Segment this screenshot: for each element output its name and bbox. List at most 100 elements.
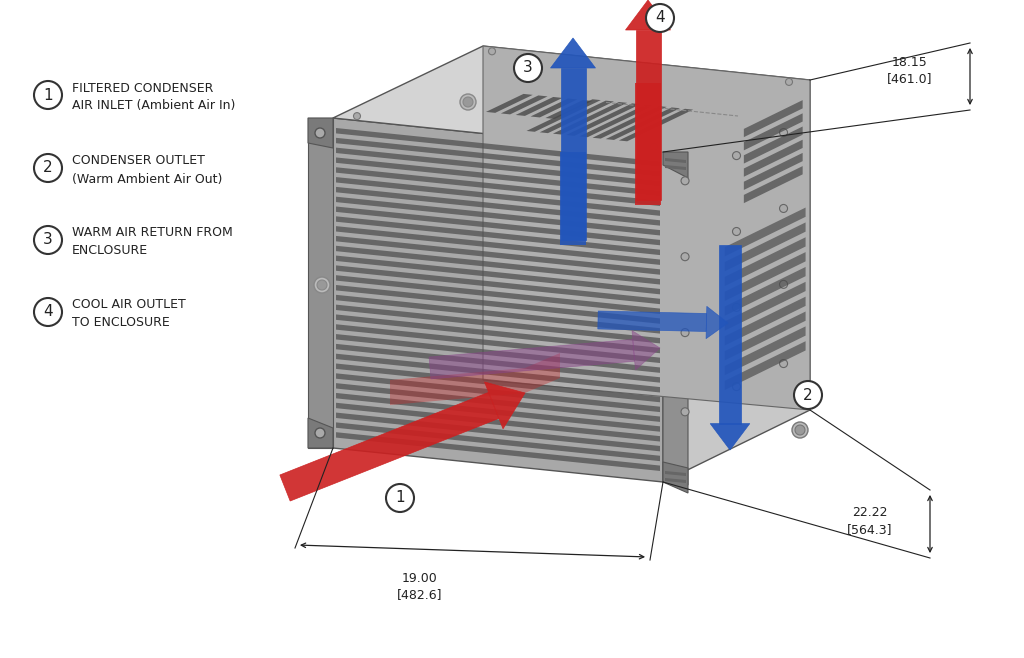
Polygon shape: [743, 126, 803, 164]
Circle shape: [317, 280, 327, 290]
Polygon shape: [560, 152, 586, 245]
Text: 4: 4: [43, 305, 53, 320]
Polygon shape: [593, 106, 667, 139]
Circle shape: [732, 151, 740, 160]
Polygon shape: [336, 324, 660, 363]
Text: FILTERED CONDENSER: FILTERED CONDENSER: [72, 82, 213, 95]
Polygon shape: [516, 97, 562, 116]
Polygon shape: [743, 113, 803, 150]
Polygon shape: [530, 99, 578, 117]
Polygon shape: [336, 344, 660, 383]
Polygon shape: [665, 158, 686, 163]
Text: 1: 1: [395, 490, 404, 505]
Polygon shape: [725, 326, 806, 375]
Circle shape: [488, 48, 496, 55]
Polygon shape: [336, 216, 660, 255]
Polygon shape: [308, 418, 333, 448]
Circle shape: [315, 428, 325, 438]
Text: AIR INLET (Ambient Air In): AIR INLET (Ambient Air In): [72, 99, 236, 113]
Polygon shape: [336, 177, 660, 216]
Polygon shape: [743, 166, 803, 203]
Polygon shape: [725, 222, 806, 271]
Polygon shape: [336, 207, 660, 245]
Polygon shape: [725, 207, 806, 257]
Text: [461.0]: [461.0]: [887, 72, 933, 86]
Text: 2: 2: [803, 388, 813, 403]
Polygon shape: [606, 107, 680, 140]
Polygon shape: [486, 94, 532, 113]
Polygon shape: [336, 363, 660, 402]
Circle shape: [732, 382, 740, 391]
Polygon shape: [483, 46, 810, 410]
Circle shape: [794, 381, 822, 409]
Polygon shape: [665, 471, 686, 476]
Polygon shape: [336, 197, 660, 236]
Circle shape: [34, 226, 62, 254]
Polygon shape: [336, 305, 660, 343]
Polygon shape: [725, 267, 806, 316]
Circle shape: [732, 303, 740, 311]
Text: ENCLOSURE: ENCLOSURE: [72, 245, 148, 257]
Circle shape: [779, 359, 787, 368]
Polygon shape: [336, 383, 660, 422]
Text: [564.3]: [564.3]: [847, 524, 893, 536]
Polygon shape: [725, 297, 806, 345]
Text: (Warm Ambient Air Out): (Warm Ambient Air Out): [72, 172, 222, 186]
Polygon shape: [636, 30, 660, 200]
Polygon shape: [308, 118, 333, 448]
Polygon shape: [501, 95, 548, 114]
Polygon shape: [743, 153, 803, 190]
Circle shape: [732, 228, 740, 236]
Polygon shape: [546, 100, 592, 119]
Polygon shape: [580, 105, 653, 138]
Circle shape: [315, 128, 325, 138]
Polygon shape: [711, 424, 750, 450]
Polygon shape: [336, 147, 660, 186]
Polygon shape: [336, 187, 660, 226]
Polygon shape: [725, 311, 806, 361]
Polygon shape: [280, 392, 499, 501]
Text: WARM AIR RETURN FROM: WARM AIR RETURN FROM: [72, 226, 232, 240]
Polygon shape: [540, 101, 614, 133]
Circle shape: [681, 408, 689, 416]
Polygon shape: [598, 311, 707, 332]
Polygon shape: [526, 99, 601, 132]
Polygon shape: [336, 285, 660, 324]
Circle shape: [314, 277, 330, 293]
Circle shape: [792, 422, 808, 438]
Circle shape: [34, 154, 62, 182]
Polygon shape: [336, 393, 660, 432]
Circle shape: [779, 280, 787, 288]
Circle shape: [785, 78, 793, 86]
Polygon shape: [743, 139, 803, 177]
Text: 4: 4: [655, 11, 665, 26]
Circle shape: [514, 54, 542, 82]
Polygon shape: [336, 295, 660, 334]
Polygon shape: [336, 167, 660, 206]
Polygon shape: [626, 0, 671, 30]
Polygon shape: [553, 102, 627, 134]
Text: TO ENCLOSURE: TO ENCLOSURE: [72, 316, 170, 330]
Polygon shape: [725, 282, 806, 331]
Polygon shape: [333, 118, 663, 482]
Text: 3: 3: [523, 61, 532, 76]
Polygon shape: [336, 255, 660, 294]
Text: 2: 2: [43, 161, 53, 176]
Circle shape: [681, 253, 689, 261]
Polygon shape: [725, 252, 806, 301]
Polygon shape: [336, 275, 660, 314]
Polygon shape: [665, 165, 686, 170]
Text: [482.6]: [482.6]: [397, 588, 442, 601]
Text: CONDENSER OUTLET: CONDENSER OUTLET: [72, 155, 205, 168]
Circle shape: [34, 81, 62, 109]
Polygon shape: [336, 354, 660, 392]
Circle shape: [681, 177, 689, 185]
Text: 22.22: 22.22: [852, 507, 888, 520]
Polygon shape: [336, 226, 660, 265]
Polygon shape: [743, 100, 803, 137]
Polygon shape: [665, 478, 686, 483]
Circle shape: [795, 425, 805, 435]
Polygon shape: [429, 340, 635, 379]
Polygon shape: [336, 138, 660, 176]
Text: COOL AIR OUTLET: COOL AIR OUTLET: [72, 299, 185, 311]
